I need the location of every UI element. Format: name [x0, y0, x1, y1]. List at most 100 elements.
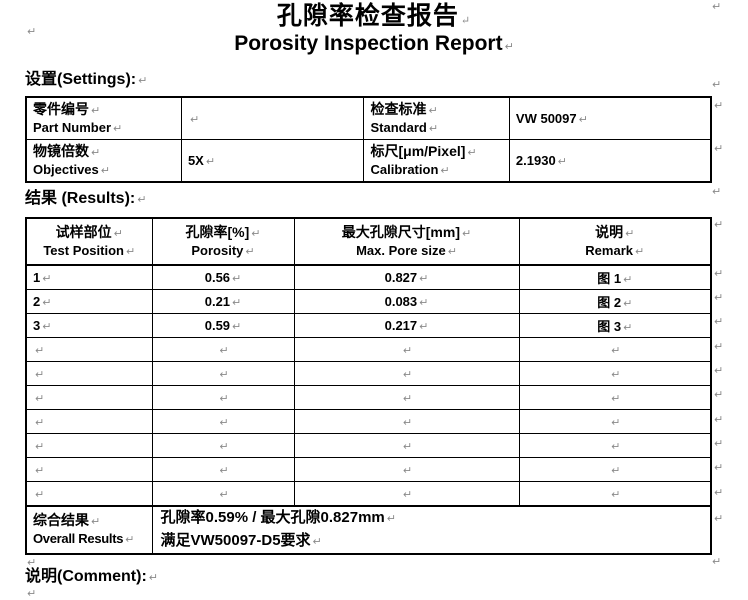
part-number-label: 零件编号 ↵ Part Number ↵ [25, 96, 182, 140]
row-end-mark: ↵ [714, 143, 724, 155]
cell-porosity[interactable]: 0.56 ↵ [151, 264, 295, 290]
empty-table-row: ↵ ↵ ↵ ↵ [25, 337, 712, 362]
part-number-value[interactable]: ↵ [180, 96, 365, 140]
cell-porosity[interactable]: ↵ [151, 385, 295, 410]
comment-heading: 说明(Comment): ↵ [25, 568, 158, 585]
cell-remark[interactable]: ↵ [518, 385, 712, 410]
cell-position[interactable]: 1 ↵ [25, 264, 153, 290]
col-header-porosity: 孔隙率[%] ↵ Porosity ↵ [151, 217, 295, 266]
paragraph-mark: ↵ [232, 320, 242, 333]
paragraph-mark: ↵ [402, 344, 413, 357]
row-end-mark: ↵ [714, 513, 724, 525]
cell-max-pore[interactable]: ↵ [293, 481, 520, 507]
row-end-mark: ↵ [714, 438, 724, 450]
empty-table-row: ↵ ↵ ↵ ↵ [25, 457, 712, 482]
row-end-mark: ↵ [712, 186, 722, 198]
cell-remark[interactable]: ↵ [518, 457, 712, 482]
row-end-mark: ↵ [714, 365, 724, 377]
cell-porosity[interactable]: ↵ [151, 409, 295, 434]
paragraph-mark: ↵ [504, 41, 514, 53]
table-row: 3 ↵ 0.59 ↵ 0.217 ↵ 图 3 ↵ [25, 313, 712, 338]
paragraph-mark: ↵ [100, 164, 110, 177]
cell-max-pore[interactable]: ↵ [293, 361, 520, 386]
cell-position[interactable]: ↵ [25, 409, 153, 434]
table-row: 零件编号 ↵ Part Number ↵ ↵ 检查标准 ↵ Standard ↵ VW … [25, 96, 712, 140]
paragraph-mark: ↵ [219, 392, 229, 405]
cell-position[interactable]: ↵ [25, 361, 153, 386]
paragraph-mark: ↵ [440, 164, 450, 177]
paragraph-mark: ↵ [42, 297, 52, 309]
paragraph-mark: ↵ [460, 14, 472, 27]
paragraph-mark: ↵ [428, 122, 439, 135]
row-end-mark: ↵ [712, 556, 722, 568]
paragraph-mark: ↵ [137, 194, 147, 206]
paragraph-mark: ↵ [189, 113, 200, 126]
table-row: 1 ↵ 0.56 ↵ 0.827 ↵ 图 1 ↵ [25, 264, 712, 290]
paragraph-mark: ↵ [42, 273, 52, 285]
empty-table-row: ↵ ↵ ↵ ↵ [25, 409, 712, 434]
cell-porosity[interactable]: ↵ [151, 433, 295, 458]
row-end-mark: ↵ [714, 316, 724, 328]
paragraph-mark: ↵ [611, 440, 621, 453]
settings-table: 零件编号 ↵ Part Number ↵ ↵ 检查标准 ↵ Standard ↵ VW … [25, 96, 712, 183]
cell-remark[interactable]: 图 1 ↵ [518, 264, 712, 290]
cell-position[interactable]: 3 ↵ [25, 313, 153, 338]
cell-max-pore[interactable]: 0.827 ↵ [293, 264, 520, 290]
cell-porosity[interactable]: ↵ [151, 481, 295, 507]
row-end-mark: ↵ [712, 1, 722, 13]
row-end-mark: ↵ [714, 389, 724, 401]
cell-remark[interactable]: ↵ [518, 361, 712, 386]
cell-remark[interactable]: ↵ [518, 433, 712, 458]
cell-porosity[interactable]: 0.59 ↵ [151, 313, 295, 338]
cell-porosity[interactable]: ↵ [151, 361, 295, 386]
paragraph-mark: ↵ [125, 534, 135, 546]
cell-max-pore[interactable]: ↵ [293, 337, 520, 362]
overall-results-value[interactable]: 孔隙率0.59% / 最大孔隙0.827mm ↵ 满足VW50097-D5要求 ↵ [151, 505, 712, 555]
cell-position[interactable]: ↵ [25, 337, 153, 362]
row-end-mark: ↵ [714, 487, 724, 499]
cell-porosity[interactable]: ↵ [151, 457, 295, 482]
paragraph-mark: ↵ [35, 393, 45, 405]
cell-position[interactable]: 2 ↵ [25, 289, 153, 314]
paragraph-mark: ↵ [27, 588, 37, 600]
cell-remark[interactable]: 图 2 ↵ [518, 289, 712, 314]
paragraph-mark: ↵ [402, 488, 413, 501]
cell-position[interactable]: ↵ [25, 433, 153, 458]
paragraph-mark: ↵ [402, 416, 413, 429]
objectives-label: 物镜倍数 ↵ Objectives ↵ [25, 139, 182, 183]
cell-porosity[interactable]: ↵ [151, 337, 295, 362]
paragraph-mark: ↵ [611, 464, 621, 477]
cell-remark[interactable]: ↵ [518, 481, 712, 507]
objectives-value[interactable]: 5X ↵ [180, 139, 365, 183]
row-end-mark: ↵ [712, 79, 722, 91]
paragraph-mark: ↵ [91, 146, 101, 159]
paragraph-mark: ↵ [91, 516, 101, 528]
paragraph-mark: ↵ [245, 245, 255, 258]
cell-max-pore[interactable]: ↵ [293, 433, 520, 458]
empty-table-row: ↵ ↵ ↵ ↵ [25, 361, 712, 386]
cell-position[interactable]: ↵ [25, 481, 153, 507]
paragraph-mark: ↵ [402, 392, 413, 405]
cell-remark[interactable]: ↵ [518, 409, 712, 434]
row-end-mark: ↵ [714, 414, 724, 426]
standard-value[interactable]: VW 50097 ↵ [508, 96, 712, 140]
results-header-row: 试样部位 ↵ Test Position ↵ 孔隙率[%] ↵ Porosity ↵ 最… [25, 217, 712, 266]
paragraph-mark: ↵ [402, 368, 413, 381]
cell-remark[interactable]: 图 3 ↵ [518, 313, 712, 338]
cell-max-pore[interactable]: ↵ [293, 385, 520, 410]
paragraph-mark: ↵ [611, 344, 621, 357]
report-title-cn: 孔隙率检查报告 ↵ [276, 1, 472, 30]
standard-label: 检查标准 ↵ Standard ↵ [363, 96, 510, 140]
cell-position[interactable]: ↵ [25, 457, 153, 482]
table-row: 物镜倍数 ↵ Objectives ↵ 5X ↵ 标尺[μm/Pixel] ↵ Cali… [25, 139, 712, 183]
cell-remark[interactable]: ↵ [518, 337, 712, 362]
cell-max-pore[interactable]: ↵ [293, 457, 520, 482]
cell-position[interactable]: ↵ [25, 385, 153, 410]
cell-max-pore[interactable]: ↵ [293, 409, 520, 434]
cell-max-pore[interactable]: 0.083 ↵ [293, 289, 520, 314]
cell-max-pore[interactable]: 0.217 ↵ [293, 313, 520, 338]
paragraph-mark: ↵ [578, 113, 588, 126]
calibration-value[interactable]: 2.1930 ↵ [508, 139, 712, 183]
cell-porosity[interactable]: 0.21 ↵ [151, 289, 295, 314]
